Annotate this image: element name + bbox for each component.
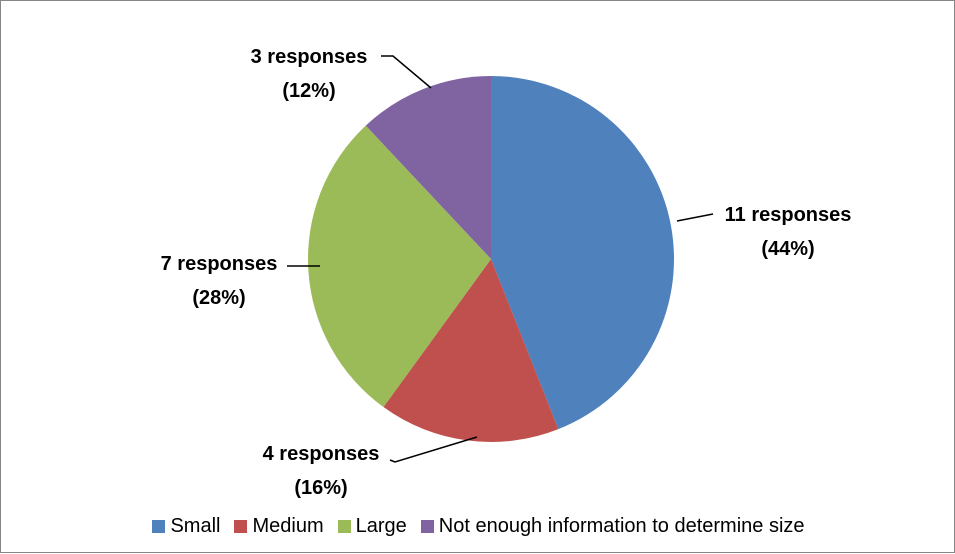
legend-swatch-small bbox=[152, 519, 166, 533]
legend-label-not-enough-info: Not enough information to determine size bbox=[438, 514, 805, 537]
pie-slice-medium bbox=[383, 259, 559, 443]
leader-line-medium bbox=[389, 436, 478, 463]
pie-slices bbox=[308, 76, 675, 443]
pie-slice-not-enough-information-to-determine-size bbox=[365, 76, 491, 259]
legend-label-large: Large bbox=[355, 514, 407, 537]
legend-item-not-enough-info: Not enough information to determine size bbox=[420, 514, 805, 538]
data-label-medium-percent: (16%) bbox=[294, 477, 347, 499]
data-label-not-enough-info-percent: (12%) bbox=[282, 80, 335, 102]
legend-item-medium: Medium bbox=[234, 514, 324, 538]
legend-item-small: Small bbox=[152, 515, 220, 538]
data-label-small-count: 11 responses bbox=[725, 204, 852, 226]
leader-lines bbox=[287, 55, 714, 463]
pie-slice-large bbox=[308, 125, 491, 408]
leader-line-small bbox=[676, 213, 714, 222]
data-label-not-enough-info: 3 responses (12%) bbox=[251, 46, 368, 102]
data-label-large: 7 responses (28%) bbox=[161, 253, 278, 309]
data-label-not-enough-info-count: 3 responses bbox=[251, 46, 368, 68]
data-label-small-percent: (44%) bbox=[761, 238, 814, 260]
legend-item-large: Large bbox=[337, 514, 407, 538]
leader-line-not-enough-info bbox=[381, 55, 432, 89]
pie-slice-small bbox=[491, 76, 675, 430]
data-label-medium-count: 4 responses bbox=[263, 443, 380, 465]
legend-swatch-medium bbox=[234, 519, 248, 533]
legend-swatch-not-enough-info bbox=[420, 519, 434, 533]
chart-legend: Small Medium Large Not enough informatio… bbox=[1, 513, 955, 539]
legend-label-medium: Medium bbox=[252, 514, 324, 537]
data-label-large-count: 7 responses bbox=[161, 253, 278, 275]
legend-swatch-large bbox=[337, 519, 351, 533]
data-label-medium: 4 responses (16%) bbox=[263, 443, 380, 499]
data-label-small: 11 responses (44%) bbox=[725, 204, 852, 260]
legend-label-small: Small bbox=[170, 514, 221, 537]
data-label-large-percent: (28%) bbox=[192, 287, 245, 309]
